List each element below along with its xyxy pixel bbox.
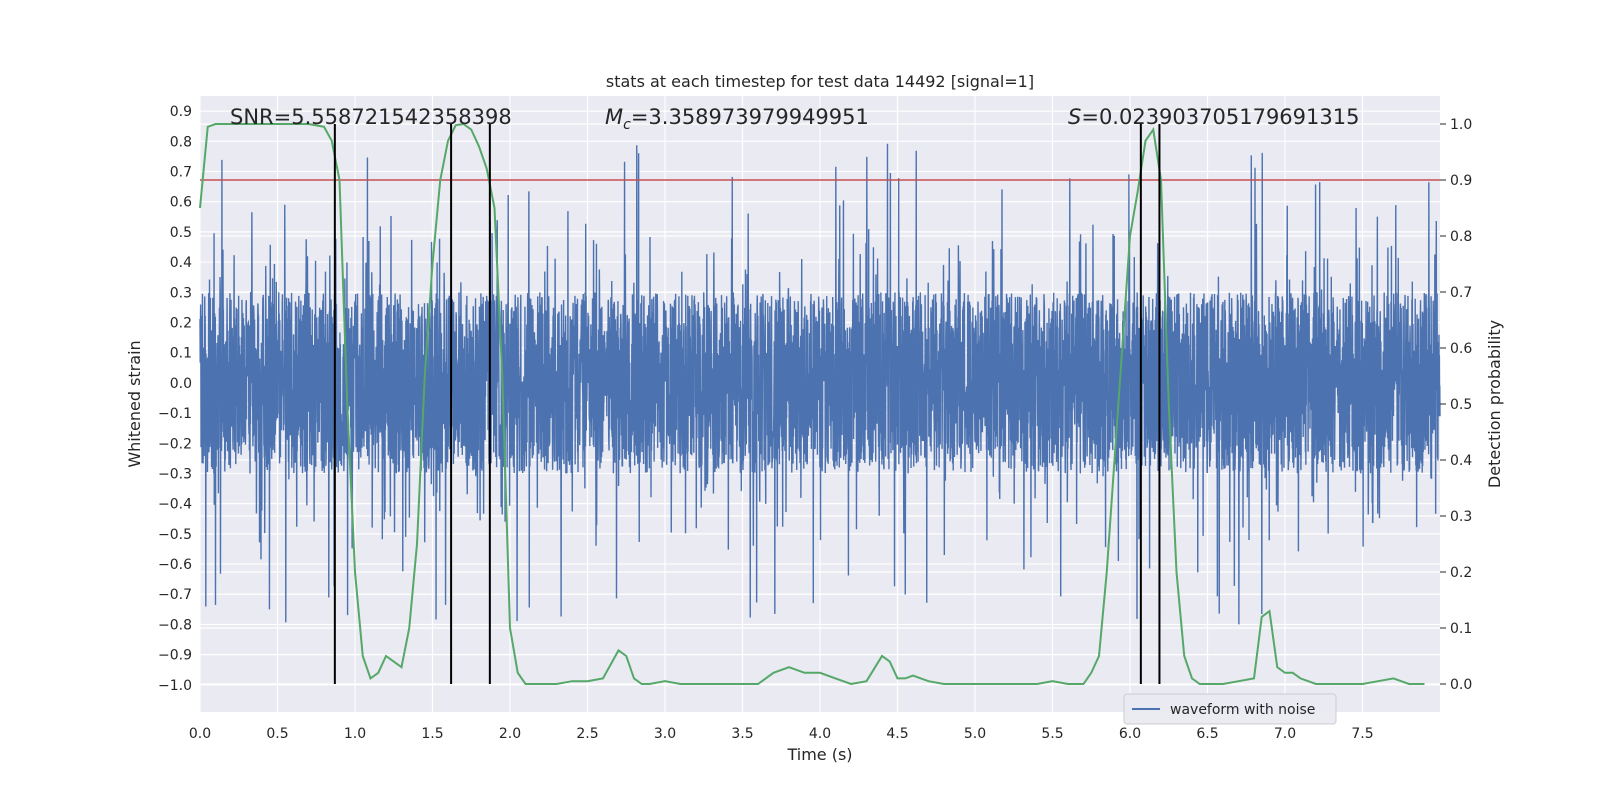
y2-tick-label: 0.9 bbox=[1450, 173, 1472, 189]
y-tick-label: −0.7 bbox=[158, 587, 192, 603]
y-tick-label: −0.4 bbox=[158, 497, 192, 513]
y2-tick-label: 0.7 bbox=[1450, 285, 1472, 301]
x-tick-label: 7.0 bbox=[1274, 726, 1296, 742]
x-tick-label: 1.5 bbox=[421, 726, 443, 742]
y-axis-label: Whitened strain bbox=[125, 340, 144, 467]
waveform-series bbox=[199, 143, 1441, 625]
x-tick-label: 2.0 bbox=[499, 726, 521, 742]
axis-ticks: 0.0 0.5 1.0 1.5 2.0 2.5 3.0 3.5 4.0 4.5 5.0 5.5 6.0 6… bbox=[158, 104, 1472, 742]
y-tick-label: −0.1 bbox=[158, 406, 192, 422]
x-tick-label: 5.5 bbox=[1041, 726, 1063, 742]
y-tick-label: −0.3 bbox=[158, 466, 192, 482]
y2-axis-label: Detection probability bbox=[1485, 320, 1504, 488]
y-tick-label: 0.7 bbox=[170, 164, 192, 180]
y-tick-label: 0.2 bbox=[170, 315, 192, 331]
y-tick-label: 0.8 bbox=[170, 134, 192, 150]
legend-box bbox=[1123, 693, 1337, 725]
y-tick-label: −0.6 bbox=[158, 557, 192, 573]
waveform-line bbox=[199, 143, 1441, 625]
x-tick-label: 1.0 bbox=[344, 726, 366, 742]
s-annotation: S=0.023903705179691315 bbox=[1068, 105, 1359, 129]
y2-tick-label: 0.5 bbox=[1450, 397, 1472, 413]
legend: waveform with noise bbox=[1123, 693, 1337, 725]
x-tick-label: 0.5 bbox=[266, 726, 288, 742]
y-tick-label: 0.9 bbox=[170, 104, 192, 120]
y2-tick-label: 0.6 bbox=[1450, 341, 1472, 357]
legend-label: waveform with noise bbox=[1170, 702, 1315, 718]
mc-value: =3.358973979949951 bbox=[631, 105, 869, 129]
x-tick-label: 0.0 bbox=[189, 726, 211, 742]
snr-annotation: SNR=5.558721542358398 bbox=[230, 105, 512, 129]
x-tick-label: 4.5 bbox=[886, 726, 908, 742]
x-axis-label: Time (s) bbox=[786, 745, 852, 764]
y2-tick-label: 0.3 bbox=[1450, 509, 1472, 525]
x-tick-label: 3.5 bbox=[731, 726, 753, 742]
x-tick-label: 5.0 bbox=[964, 726, 986, 742]
y2-tick-label: 0.2 bbox=[1450, 565, 1472, 581]
mc-annotation: Mc=3.358973979949951 bbox=[605, 105, 869, 133]
y-tick-label: −0.8 bbox=[158, 617, 192, 633]
s-symbol: S bbox=[1068, 105, 1081, 129]
y-tick-label: −1.0 bbox=[158, 678, 192, 694]
y-tick-label: −0.2 bbox=[158, 436, 192, 452]
y-tick-label: 0.1 bbox=[170, 346, 192, 362]
y2-tick-label: 0.8 bbox=[1450, 229, 1472, 245]
y2-tick-label: 0.0 bbox=[1450, 677, 1472, 693]
y-tick-label: 0.6 bbox=[170, 195, 192, 211]
x-tick-label: 6.5 bbox=[1196, 726, 1218, 742]
y-tick-label: 0.3 bbox=[170, 285, 192, 301]
y-tick-label: −0.9 bbox=[158, 648, 192, 664]
x-tick-label: 2.5 bbox=[576, 726, 598, 742]
x-tick-label: 7.5 bbox=[1351, 726, 1373, 742]
x-tick-label: 6.0 bbox=[1119, 726, 1141, 742]
y2-tick-label: 1.0 bbox=[1450, 117, 1472, 133]
detection-probability-line bbox=[199, 122, 1425, 686]
y2-tick-label: 0.4 bbox=[1450, 453, 1472, 469]
mc-symbol: M bbox=[605, 105, 623, 129]
y2-tick-label: 0.1 bbox=[1450, 621, 1472, 637]
s-value: =0.023903705179691315 bbox=[1081, 105, 1359, 129]
y-tick-label: 0.5 bbox=[170, 225, 192, 241]
detection-overlay bbox=[199, 122, 1440, 686]
mc-subscript: c bbox=[623, 117, 631, 133]
y-tick-label: 0.4 bbox=[170, 255, 192, 271]
x-tick-label: 4.0 bbox=[809, 726, 831, 742]
y-tick-label: 0.0 bbox=[170, 376, 192, 392]
x-tick-label: 3.0 bbox=[654, 726, 676, 742]
chart-title: stats at each timestep for test data 144… bbox=[606, 72, 1034, 91]
y-tick-label: −0.5 bbox=[158, 527, 192, 543]
